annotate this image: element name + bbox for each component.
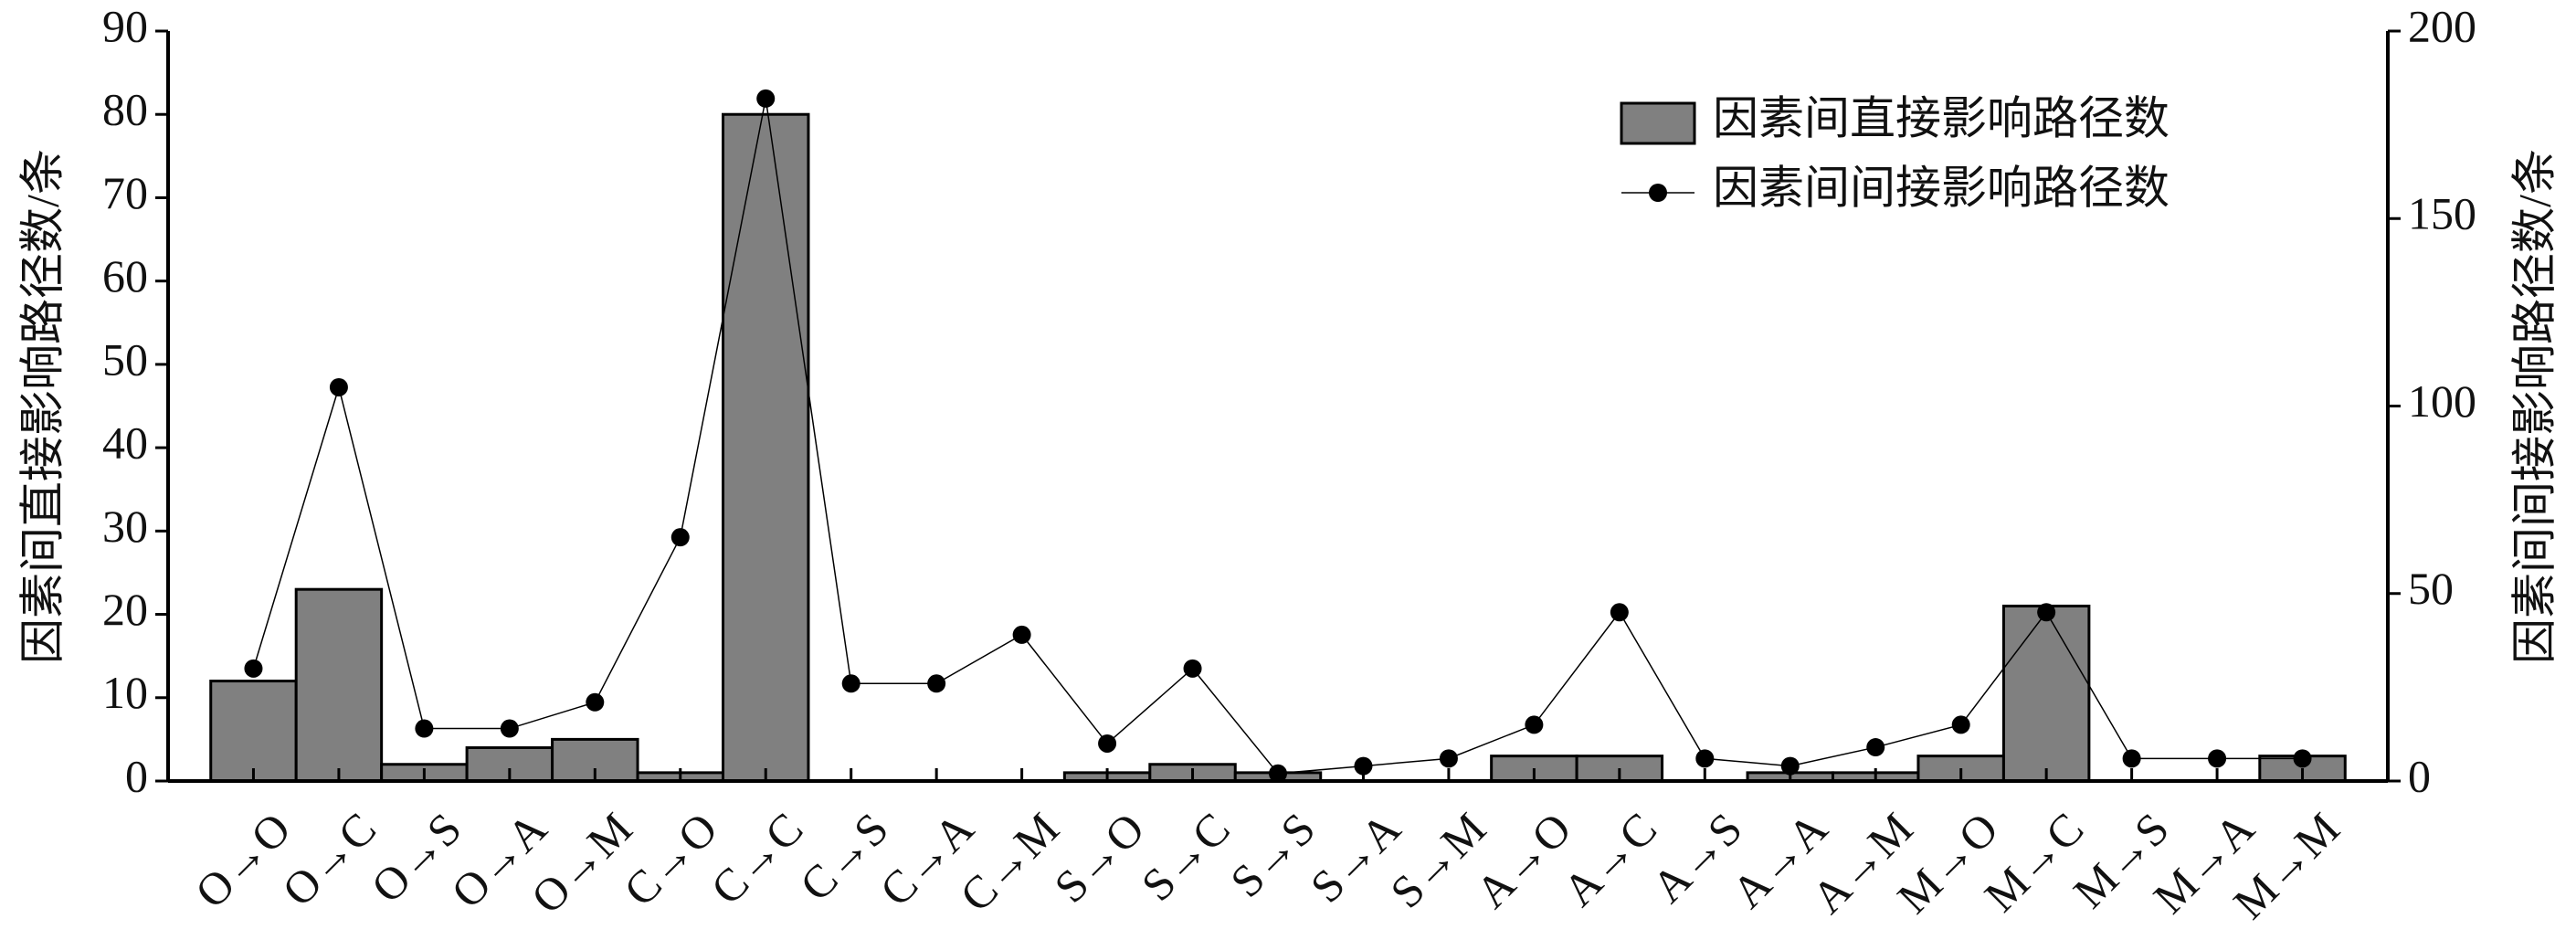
marker xyxy=(1780,756,1800,776)
y-tick-label: 40 xyxy=(102,417,148,469)
marker xyxy=(329,377,348,396)
y-tick-label: 90 xyxy=(102,0,148,51)
y2-tick-label: 0 xyxy=(2408,750,2431,801)
marker xyxy=(2293,749,2312,768)
marker xyxy=(1525,715,1544,734)
marker xyxy=(500,719,519,738)
x-tick-label: C→O xyxy=(614,803,727,916)
marker xyxy=(1866,738,1885,757)
x-tick-label: C→S xyxy=(790,803,898,911)
bar xyxy=(465,746,554,783)
marker xyxy=(244,659,263,678)
x-tick-label: M→C xyxy=(1974,803,2093,922)
y2-tick-label: 100 xyxy=(2408,375,2476,427)
marker xyxy=(2122,749,2141,768)
marker xyxy=(586,692,605,712)
marker xyxy=(1695,749,1715,768)
y-tick-label: 0 xyxy=(125,750,148,801)
marker xyxy=(1098,734,1117,753)
x-tick-label: O→C xyxy=(272,803,385,916)
x-tick-label: C→M xyxy=(950,803,1069,922)
marker xyxy=(1439,749,1458,768)
x-tick-label: M→O xyxy=(1887,803,2008,924)
x-tick-label: A→O xyxy=(1466,803,1581,918)
y-tick-label: 80 xyxy=(102,84,148,135)
marker xyxy=(1012,625,1031,644)
y2-tick-label: 150 xyxy=(2408,188,2476,239)
x-tick-label: O→M xyxy=(522,803,642,924)
y2-axis-label: 因素间间接影响路径数/条 xyxy=(2508,149,2560,664)
y-tick-label: 50 xyxy=(102,333,148,385)
marker xyxy=(756,89,776,108)
x-tick-label: O→O xyxy=(185,803,301,918)
y2-tick-label: 200 xyxy=(2408,0,2476,51)
legend-label: 因素间直接影响路径数 xyxy=(1713,92,2170,143)
x-tick-label: A→C xyxy=(1553,803,1666,916)
x-tick-label: C→C xyxy=(701,803,812,914)
bar xyxy=(294,587,384,783)
marker xyxy=(670,528,690,547)
y-tick-label: 70 xyxy=(102,167,148,218)
marker xyxy=(2037,603,2056,622)
y-tick-label: 30 xyxy=(102,501,148,552)
marker xyxy=(2208,749,2227,768)
marker xyxy=(1269,764,1287,783)
y-tick-label: 10 xyxy=(102,667,148,718)
x-tick-label: S→S xyxy=(1220,803,1325,907)
bar xyxy=(2001,604,2091,783)
bar xyxy=(722,112,810,783)
bar xyxy=(209,680,298,783)
marker xyxy=(1354,756,1373,776)
marker xyxy=(1951,715,1970,734)
legend-label: 因素间间接影响路径数 xyxy=(1713,162,2170,213)
y-tick-label: 60 xyxy=(102,250,148,301)
y2-tick-label: 50 xyxy=(2408,563,2454,614)
marker xyxy=(1183,659,1202,678)
marker xyxy=(415,719,434,738)
y-axis-label: 因素间直接影响路径数/条 xyxy=(16,149,68,664)
y-tick-label: 20 xyxy=(102,584,148,635)
x-tick-label: S→O xyxy=(1044,803,1154,913)
x-tick-label: S→C xyxy=(1132,803,1240,911)
legend-marker xyxy=(1649,184,1667,202)
marker xyxy=(927,674,946,693)
x-tick-label: S→M xyxy=(1380,803,1495,918)
legend-swatch xyxy=(1620,101,1696,145)
marker xyxy=(841,674,860,693)
marker xyxy=(1610,603,1629,622)
